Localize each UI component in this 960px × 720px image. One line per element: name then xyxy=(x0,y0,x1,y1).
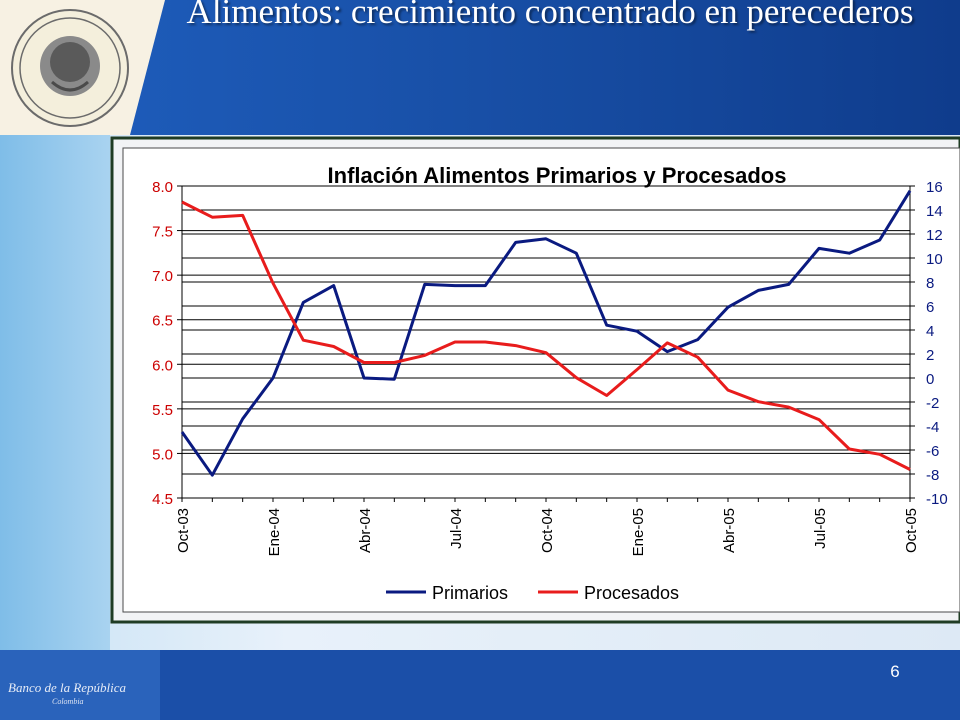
footer-logo: Banco de la República xyxy=(8,680,127,695)
left-axis-tick-label: 4.5 xyxy=(152,491,173,508)
right-axis-tick-label: -10 xyxy=(926,491,948,508)
right-axis-tick-label: 2 xyxy=(926,347,934,364)
seal-logo xyxy=(11,9,129,127)
right-axis-tick-label: 12 xyxy=(926,227,943,244)
left-axis-tick-label: 7.5 xyxy=(152,224,173,241)
left-axis-tick-label: 5.0 xyxy=(152,446,173,463)
right-axis-tick-label: 8 xyxy=(926,275,934,292)
right-axis-tick-label: 0 xyxy=(926,371,934,388)
axes: 4.5 5.0 5.5 6.0 6.5 7.0 7.5 8.0 -10 -8 -6 -4 -2 0 2 4 6 8… xyxy=(152,179,948,556)
legend-label: Primarios xyxy=(432,583,508,603)
chart-plot-area-border xyxy=(122,147,960,613)
footer-logo-subtext: Colombia xyxy=(52,697,84,706)
chart-title: Inflación Alimentos Primarios y Procesad… xyxy=(328,163,787,188)
x-axis-tick-label: Jul-05 xyxy=(812,508,829,549)
right-axis-tick-label: -2 xyxy=(926,395,939,412)
page-number: 6 xyxy=(890,662,900,681)
left-axis-tick-label: 5.5 xyxy=(152,402,173,419)
x-axis-tick-label: Oct-04 xyxy=(539,508,556,553)
series-line-procesados xyxy=(181,200,911,471)
right-axis-tick-label: 4 xyxy=(926,323,934,340)
slide-title: Alimentos: crecimiento concentrado en pe… xyxy=(186,0,914,31)
x-axis-tick-label: Ene-04 xyxy=(266,508,283,556)
x-axis-tick-label: Abr-05 xyxy=(721,508,738,553)
left-axis-tick-label: 8.0 xyxy=(152,179,173,196)
series xyxy=(180,190,912,477)
right-axis-tick-label: 16 xyxy=(926,179,943,196)
legend-label: Procesados xyxy=(584,583,679,603)
left-axis-tick-label: 6.5 xyxy=(152,313,173,330)
x-axis-tick-label: Jul-04 xyxy=(448,508,465,549)
left-axis-tick-label: 7.0 xyxy=(152,268,173,285)
x-axis-tick-label: Oct-03 xyxy=(175,508,192,553)
right-axis-tick-label: -4 xyxy=(926,419,939,436)
legend: Primarios Procesados xyxy=(386,583,679,603)
x-axis-tick-label: Ene-05 xyxy=(630,508,647,556)
x-axis-tick-label: Oct-05 xyxy=(903,508,920,553)
right-axis-tick-label: 10 xyxy=(926,251,943,268)
right-axis-tick-label: -6 xyxy=(926,443,939,460)
right-axis-tick-label: 14 xyxy=(926,203,943,220)
right-axis-tick-label: -8 xyxy=(926,467,939,484)
right-axis-tick-label: 6 xyxy=(926,299,934,316)
series-line-primarios xyxy=(180,190,912,477)
x-axis-tick-label: Abr-04 xyxy=(357,508,374,553)
left-axis-tick-label: 6.0 xyxy=(152,357,173,374)
